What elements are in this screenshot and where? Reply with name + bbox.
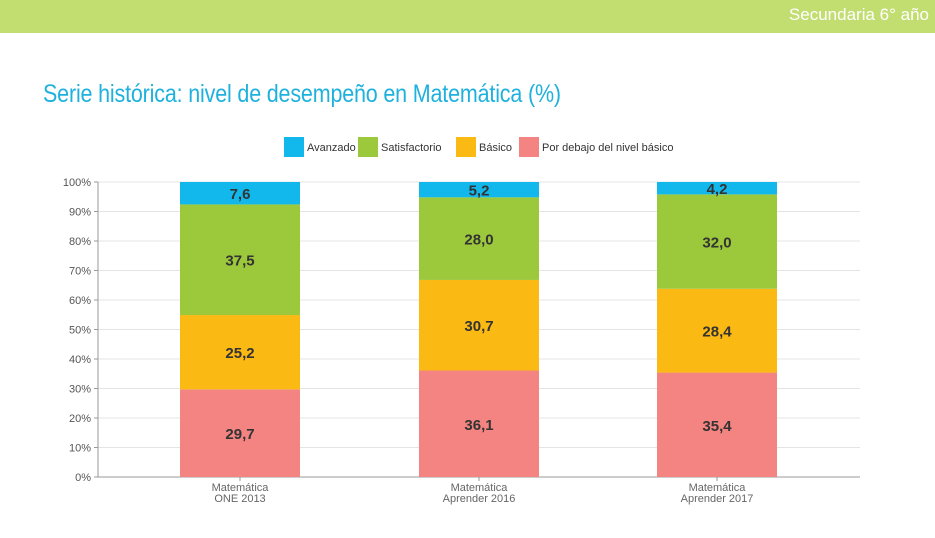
data-label: 35,4 [702,418,732,435]
bar-segment [180,315,300,390]
bar-segment [180,182,300,205]
category-label: Aprender 2016 [443,493,516,505]
y-tick-label: 50% [69,325,91,337]
bar-segment [180,204,300,316]
chart-title: Serie histórica: nivel de desempeño en M… [43,80,561,108]
category-label: Matemática [451,482,509,494]
data-label: 4,2 [707,181,728,198]
y-tick-label: 60% [69,295,91,307]
bar-segment [657,194,777,289]
category-label: ONE 2013 [214,493,265,505]
y-tick-label: 40% [69,354,91,366]
data-label: 29,7 [225,426,254,443]
legend-swatch [519,137,539,157]
data-label: 7,6 [230,186,251,203]
y-tick-label: 90% [69,207,91,219]
category-label: Matemática [689,482,747,494]
category-label: Aprender 2017 [681,493,754,505]
header-label: Secundaria 6° año [788,5,929,24]
y-tick-label: 20% [69,413,91,425]
legend-swatch [284,137,304,157]
y-tick-label: 0% [75,472,91,484]
category-label: Matemática [212,482,270,494]
bar-segment [419,279,539,371]
bar-segment [419,182,539,198]
bar-segment [419,197,539,280]
y-tick-label: 100% [63,177,91,189]
data-label: 25,2 [225,345,254,362]
y-tick-label: 10% [69,443,91,455]
legend-label: Satisfactorio [381,142,442,154]
legend-label: Por debajo del nivel básico [542,142,673,154]
data-label: 37,5 [225,253,254,270]
bar-segment [657,182,777,195]
header-bar: Secundaria 6° año [0,0,935,33]
data-label: 30,7 [464,318,493,335]
legend-swatch [456,137,476,157]
data-label: 28,4 [702,324,732,341]
y-tick-label: 70% [69,266,91,278]
y-tick-label: 80% [69,236,91,248]
bar-segment [180,389,300,477]
bar-segment [657,372,777,477]
bar-segment [657,288,777,373]
data-label: 36,1 [464,417,493,434]
legend-label: Avanzado [307,142,356,154]
data-label: 5,2 [469,183,490,200]
y-tick-label: 30% [69,384,91,396]
legend-swatch [358,137,378,157]
legend-label: Básico [479,142,512,154]
bar-segment [419,370,539,477]
data-label: 32,0 [702,235,731,252]
data-label: 28,0 [464,232,493,249]
